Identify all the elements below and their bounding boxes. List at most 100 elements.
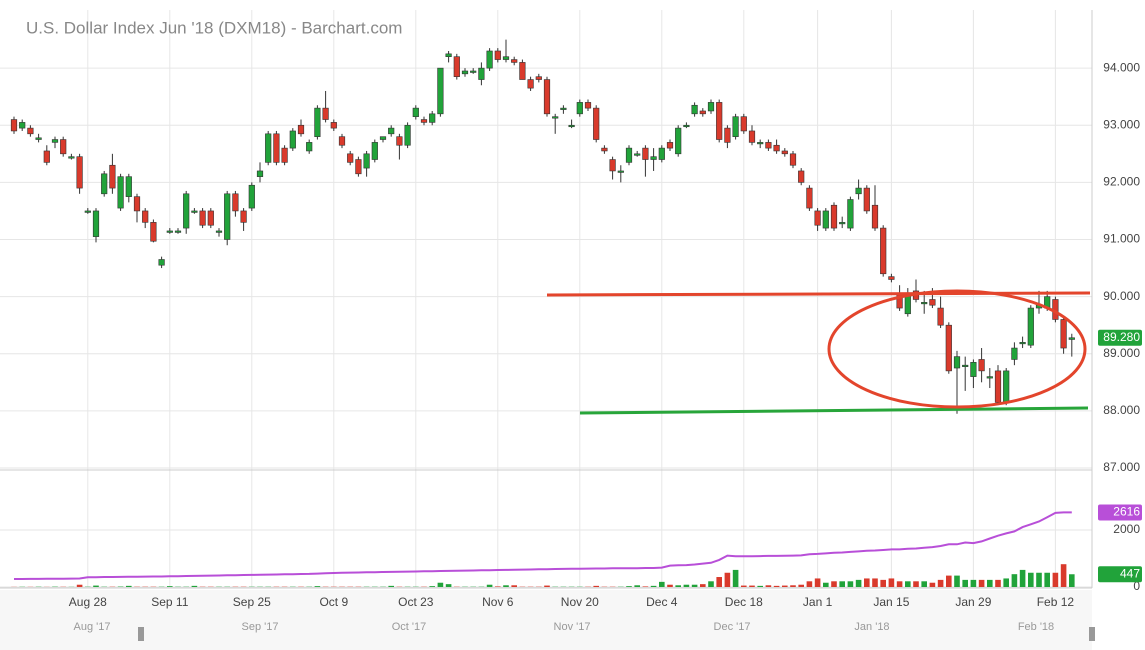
candle-body [347,153,354,163]
candle-body [535,76,542,80]
support-line [579,406,1089,415]
candle-body [183,193,190,229]
volume-bar [1019,569,1026,587]
candle-body [1027,307,1034,346]
y-tick-label: 0 [1133,579,1140,593]
candle-body [994,370,1002,403]
navigator-handle[interactable] [1089,627,1095,641]
volume-bar [1003,578,1009,587]
candle-body [519,62,526,80]
month-label: Dec '17 [714,621,751,633]
volume-bar [823,582,829,587]
candle-body [929,299,936,306]
candle-body [978,359,985,372]
candle-body [84,210,91,213]
volume-bar [642,586,649,587]
candle-body [388,127,395,135]
volume-bar [814,578,821,587]
candle-body [789,153,797,166]
candle-body [60,139,67,155]
volume-bar [191,585,198,587]
candle-body [420,119,428,123]
volume-bar [1028,572,1034,587]
volume-bar [806,581,813,587]
volume-bar [495,586,501,587]
candle-body [19,122,26,129]
volume-bar [880,579,886,587]
volume-bar [757,585,763,587]
candle-body [634,153,641,156]
volume-bar [675,585,681,587]
candle-body [166,230,173,233]
volume-bar [626,586,632,587]
volume-bar [954,575,960,587]
volume-bar [593,585,599,587]
candle-body [888,276,895,280]
y-tick-label: 87.000 [1103,460,1140,474]
y-tick-label: 2000 [1113,522,1140,536]
candle-body [502,56,510,60]
candle-body [330,122,337,129]
candle-body [847,199,854,229]
candle-body [27,127,34,135]
candle-body [43,150,50,163]
volume-bar [962,579,968,587]
volume-bar [708,581,714,587]
candle-body [560,107,567,110]
candle-body [732,116,739,137]
candle-body [437,67,444,115]
x-tick-label: Nov 6 [482,595,514,609]
candle-body [273,133,280,163]
x-tick-label: Nov 20 [561,595,599,609]
candle-body [683,124,690,128]
volume-bar [314,586,321,587]
candle-body [986,376,993,379]
candle-body [117,176,124,209]
month-label: Aug '17 [74,621,111,633]
candle-body [396,136,403,146]
candle-body [412,107,419,117]
candle-body [593,107,600,140]
candle-body [133,196,141,212]
candle-body [675,127,682,155]
candle-body [830,204,838,229]
candle-body [1068,337,1075,340]
volume-bar [1036,572,1042,587]
volume-bar [388,585,394,587]
candle-body [158,259,165,266]
volume-bar [946,575,952,587]
y-tick-label: 93.000 [1103,117,1140,131]
candle-body [101,173,108,195]
volume-bar [126,585,132,587]
candle-body [543,79,551,115]
candle-body [953,356,961,369]
candle-body [1003,370,1010,403]
candle-body [617,170,624,173]
y-tick-label: 89.000 [1103,346,1140,360]
volume-bar [1044,572,1050,587]
navigator-handle[interactable] [138,627,144,641]
candle-body [289,130,296,149]
volume-bar [486,584,493,587]
volume-bar [650,585,657,587]
candle-body [781,150,788,155]
candle-body [699,110,706,115]
x-tick-label: Jan 29 [955,595,991,609]
volume-bar [1060,564,1067,587]
volume-bar [831,581,837,587]
candle-body [199,210,206,226]
volume-bar [995,579,1001,587]
candle-body [609,159,616,172]
candle-body [962,364,969,367]
candle-body [576,102,583,115]
candle-body [773,144,780,152]
candle-body [716,102,723,140]
candle-body [1060,319,1067,349]
month-label: Sep '17 [242,621,279,633]
month-label: Jan '18 [854,621,889,633]
volume-bar [839,581,845,587]
y-tick-label: 91.000 [1103,232,1140,246]
volume-bar [700,584,706,587]
candle-body [740,116,747,132]
